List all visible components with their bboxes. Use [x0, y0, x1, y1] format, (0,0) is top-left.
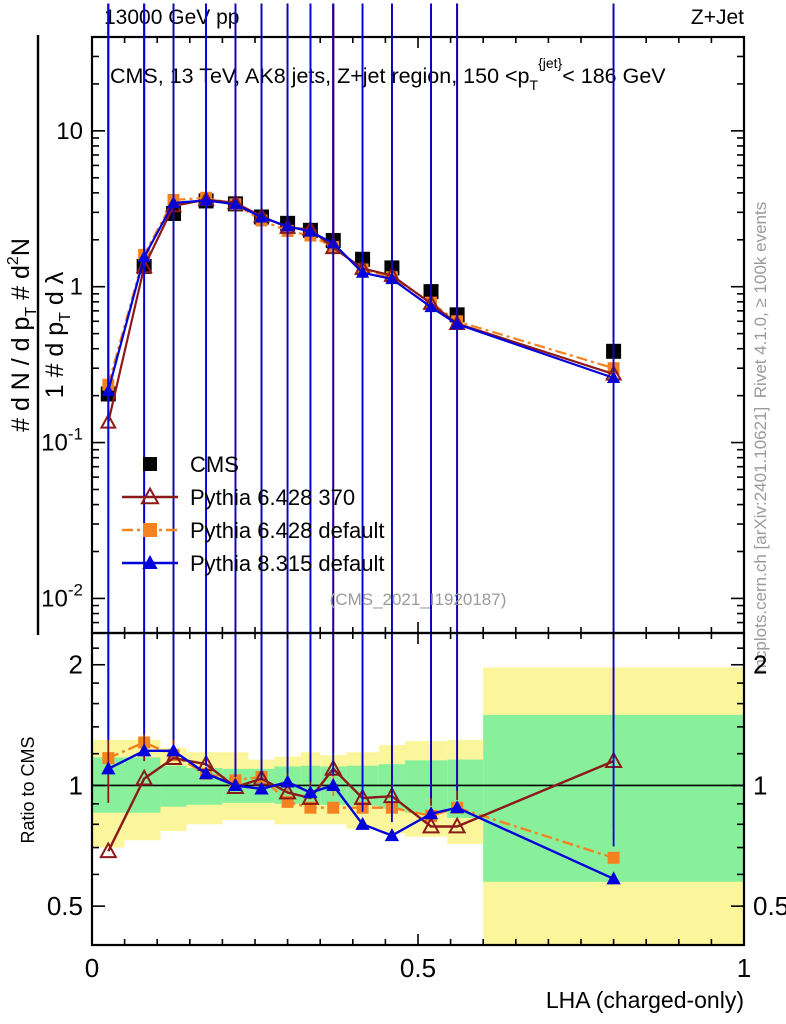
- ratio-frame: [90, 631, 746, 947]
- ratio-marker: [278, 782, 297, 800]
- ratio-marker: [355, 816, 370, 830]
- ratio-marker: [303, 785, 318, 799]
- band-inner: [404, 760, 448, 813]
- ratio-tick-labels: 2 2 1 1 0.5 0.5: [47, 650, 786, 921]
- ratio-tick-label-right: 1: [753, 770, 767, 800]
- ratio-tick-label-left: 2: [69, 650, 83, 680]
- ratio-marker: [166, 743, 181, 757]
- legend-marker: [143, 457, 157, 471]
- undefined: [234, 3, 237, 777]
- undefined: [143, 3, 146, 735]
- ratio-marker: [447, 816, 467, 834]
- x-tick-label: 0: [85, 953, 99, 983]
- y-tick-label: 10-2: [41, 580, 83, 612]
- ratio-marker: [228, 777, 243, 791]
- series-line: [107, 199, 614, 392]
- y-tick-label: 1: [70, 274, 83, 301]
- legend-entry-0[interactable]: CMS: [143, 452, 239, 477]
- mcplots-watermark: mcplots.cern.ch [arXiv:2401.10621]: [751, 407, 770, 673]
- legend-marker: [142, 554, 158, 569]
- header-process-label: Z+Jet: [691, 6, 744, 29]
- y-label-denominator: 1 # d pT d λ: [41, 271, 74, 398]
- ratio-marker: [326, 777, 341, 791]
- ratio-tick-label-right: 2: [753, 650, 767, 680]
- ratio-marker: [280, 774, 295, 788]
- ratio-marker: [607, 851, 620, 864]
- ratio-tick-label-left: 1: [69, 770, 83, 800]
- ratio-series-3: [101, 3, 621, 885]
- legend-entry-3[interactable]: Pythia 8.315 default: [122, 551, 384, 576]
- ratio-marker: [198, 766, 214, 780]
- plot-title-pre: CMS, 13 TeV, AK8 jets, Z+jet region, 150…: [110, 64, 530, 88]
- undefined: [309, 3, 312, 782]
- ratio-line: [107, 741, 614, 859]
- undefined: [172, 3, 175, 740]
- ratio-marker: [423, 806, 439, 820]
- ratio-marker: [254, 781, 269, 795]
- ratio-axis-label: Ratio to CMS: [18, 736, 38, 843]
- ratio-tick-label-left: 0.5: [47, 891, 83, 921]
- legend: CMS Pythia 6.428 370 Pythia 6.428 default P…: [122, 452, 384, 576]
- y-tick-label: 10-1: [41, 425, 83, 457]
- ratio-marker: [134, 768, 154, 786]
- ratio-plot-panel: 2 21 10.5 0.50 0.5 1: [47, 3, 786, 983]
- undefined: [107, 3, 110, 740]
- undefined: [260, 3, 263, 781]
- x-tick-labels: 0 0.5 1: [85, 953, 751, 983]
- legend-label: CMS: [190, 452, 239, 477]
- legend-label: Pythia 6.428 default: [190, 518, 384, 543]
- x-tick-label: 0.5: [400, 953, 436, 983]
- analysis-id-label: (CMS_2021_I1920187): [330, 590, 507, 609]
- svg-text:Rivet 4.1.0, ≥ 100k events: Rivet 4.1.0, ≥ 100k events: [751, 202, 770, 398]
- ratio-marker: [327, 801, 340, 814]
- ratio-marker: [101, 761, 116, 775]
- y-tick-labels: 10 1 10-1 10-2: [41, 118, 83, 613]
- ratio-marker: [606, 871, 621, 885]
- undefined: [361, 3, 364, 812]
- ratio-marker: [421, 816, 441, 834]
- x-axis-label: LHA (charged-only): [546, 987, 744, 1013]
- rivet-watermark: Rivet 4.1.0, ≥ 100k events: [751, 202, 770, 398]
- ratio-marker: [137, 743, 152, 757]
- legend-marker: [143, 523, 157, 537]
- undefined: [332, 3, 335, 776]
- header-beam-label: 13000 GeV pp: [104, 6, 239, 29]
- ratio-marker: [99, 841, 118, 859]
- y-label-numerator: # d N / d pT # d2N: [5, 238, 40, 432]
- svg-text:Ratio to CMS: Ratio to CMS: [18, 736, 38, 843]
- svg-text:mcplots.cern.ch [arXiv:2401.10: mcplots.cern.ch [arXiv:2401.10621]: [751, 407, 770, 673]
- ratio-marker: [164, 748, 183, 765]
- x-tick-label: 1: [737, 953, 751, 983]
- undefined: [205, 3, 208, 766]
- legend-label: Pythia 8.315 default: [190, 551, 384, 576]
- legend-entry-2[interactable]: Pythia 6.428 default: [122, 518, 384, 543]
- ratio-ticks: [91, 632, 745, 946]
- y-tick-label: 10: [56, 118, 83, 145]
- ratio-tick-label-right: 0.5: [753, 891, 786, 921]
- legend-label: Pythia 6.428 370: [190, 485, 355, 510]
- undefined: [612, 3, 615, 847]
- undefined: [286, 3, 289, 774]
- ratio-marker: [449, 800, 465, 814]
- undefined: [456, 3, 459, 791]
- legend-entry-1[interactable]: Pythia 6.428 370: [122, 485, 355, 510]
- plot-title-sub: T: [530, 77, 539, 93]
- ratio-marker: [384, 828, 400, 842]
- undefined: [430, 3, 432, 799]
- plot-title-sup: {jet}: [538, 55, 562, 71]
- legend-marker: [140, 486, 160, 505]
- undefined: [391, 3, 393, 823]
